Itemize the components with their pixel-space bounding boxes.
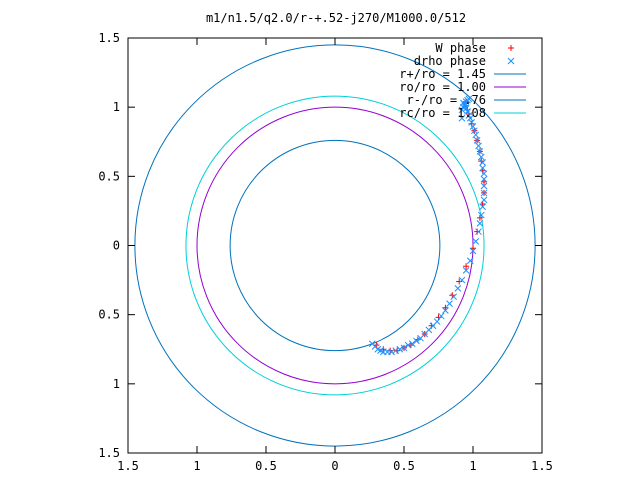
data-point — [408, 340, 416, 348]
data-point — [477, 211, 485, 219]
x-tick-label: 1 — [469, 459, 476, 473]
legend-label-4: r-/ro = .76 — [407, 93, 486, 107]
data-point — [437, 312, 445, 320]
data-point — [404, 341, 412, 349]
legend-label-2: r+/ro = 1.45 — [399, 67, 486, 81]
x-tick-label: 0.5 — [255, 459, 277, 473]
data-point — [396, 345, 404, 353]
data-point — [469, 123, 477, 130]
data-point — [481, 178, 488, 185]
legend-label-1: drho phase — [414, 54, 486, 68]
data-point — [472, 237, 480, 245]
y-tick-label: 1.5 — [98, 31, 120, 45]
series-circle-2 — [229, 139, 441, 352]
data-point — [470, 245, 476, 252]
data-point — [442, 307, 449, 314]
data-point — [480, 182, 488, 190]
chart-title: m1/n1.5/q2.0/r-+.52-j270/M1000.0/512 — [206, 11, 466, 25]
data-point — [480, 175, 488, 183]
data-point — [442, 304, 449, 311]
data-point — [477, 153, 485, 161]
data-point — [480, 196, 488, 204]
data-point — [400, 344, 408, 352]
data-point — [388, 348, 395, 356]
y-tick-label: 0 — [113, 239, 120, 253]
data-point — [463, 263, 470, 270]
data-point — [458, 114, 466, 122]
data-point — [433, 318, 441, 325]
data-point — [413, 337, 420, 345]
y-tick-label: 1 — [113, 100, 120, 114]
data-point — [458, 276, 466, 284]
data-point — [465, 112, 473, 119]
data-point — [472, 131, 480, 139]
legend-label-5: rc/ro = 1.08 — [399, 106, 486, 120]
data-point — [428, 322, 435, 329]
data-point — [476, 148, 484, 155]
y-tick-label: 0.5 — [98, 169, 120, 183]
series-cross-points — [368, 95, 488, 356]
data-point — [473, 137, 481, 144]
series-circle-1 — [196, 106, 474, 385]
data-point — [446, 300, 453, 307]
data-point — [479, 159, 487, 166]
data-point — [475, 228, 482, 236]
y-tick-label: 1 — [113, 377, 120, 391]
legend-label-3: ro/ro = 1.00 — [399, 80, 486, 94]
legend-marker-1 — [507, 57, 515, 65]
data-point — [475, 142, 482, 150]
data-point — [454, 285, 462, 292]
data-point — [474, 228, 481, 235]
data-point — [471, 127, 478, 135]
data-point — [466, 257, 474, 265]
x-tick-label: 1.5 — [531, 459, 553, 473]
legend-label-0: W phase — [435, 41, 486, 55]
axes: 1.5 1 0.5 0 0.5 1 1.51.510.500.511.5 — [98, 31, 553, 473]
data-point — [392, 347, 400, 354]
series-circle-3 — [185, 95, 485, 396]
x-tick-label: 1 — [193, 459, 200, 473]
x-tick-label: 0 — [331, 459, 338, 473]
y-tick-label: 0.5 — [98, 308, 120, 322]
x-tick-label: 1.5 — [117, 459, 139, 473]
data-point — [462, 267, 470, 274]
data-point — [479, 164, 487, 172]
y-tick-label: 1.5 — [98, 446, 120, 460]
data-point — [468, 119, 475, 126]
data-point — [480, 170, 488, 177]
data-point — [479, 203, 487, 211]
data-point — [476, 220, 484, 227]
data-point — [465, 95, 473, 103]
legend-marker-0 — [508, 45, 514, 51]
data-point — [450, 293, 458, 301]
data-point — [479, 201, 486, 207]
series-plus-points — [373, 98, 488, 354]
data-point — [480, 189, 488, 197]
data-point — [469, 247, 477, 255]
x-tick-label: 0.5 — [393, 459, 415, 473]
